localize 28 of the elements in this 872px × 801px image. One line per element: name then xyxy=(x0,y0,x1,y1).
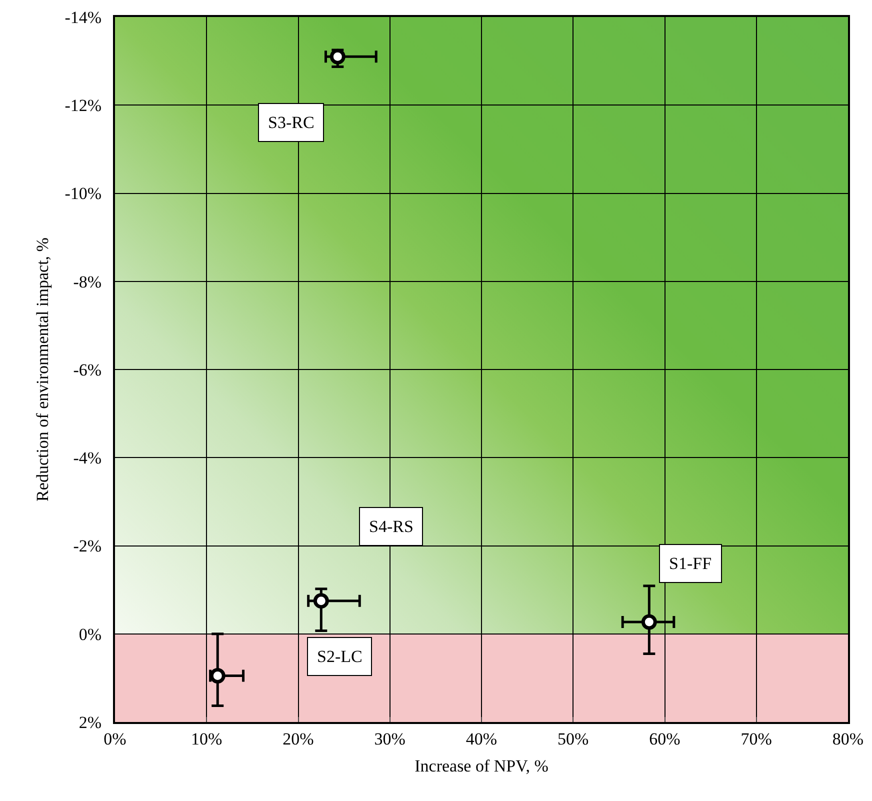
y-tick-label: -6% xyxy=(73,360,102,380)
x-axis-title: Increase of NPV, % xyxy=(414,756,548,776)
x-tick-label: 60% xyxy=(649,729,680,748)
x-tick-label: 40% xyxy=(466,729,498,748)
x-tick-label: 50% xyxy=(558,729,589,748)
y-tick-label: -10% xyxy=(64,184,102,204)
point xyxy=(210,668,226,684)
annotation: S2-LC xyxy=(317,647,362,666)
point xyxy=(641,614,657,630)
y-tick-label: 2% xyxy=(78,712,102,732)
y-tick-label: -8% xyxy=(73,272,102,292)
y-tick-label: -2% xyxy=(73,536,102,556)
x-tick-label: 70% xyxy=(740,729,772,748)
x-tick-label: 20% xyxy=(282,729,314,748)
annotation: S4-RS xyxy=(369,517,414,536)
x-tick-label: 80% xyxy=(832,729,864,748)
x-tick-label: 10% xyxy=(191,729,222,748)
annotation: S1-FF xyxy=(669,554,712,573)
x-tick-label: 0% xyxy=(104,729,126,748)
x-tick-label: 30% xyxy=(374,729,406,748)
y-tick-label: -12% xyxy=(64,96,102,116)
y-axis-title: Reduction of environmental impact, % xyxy=(32,238,52,502)
y-tick-label: 0% xyxy=(78,624,102,644)
point xyxy=(313,593,329,609)
y-tick-label: -4% xyxy=(73,448,102,468)
annotation: S3-RC xyxy=(268,113,314,132)
y-tick-label: -14% xyxy=(64,8,102,27)
point xyxy=(330,48,346,64)
